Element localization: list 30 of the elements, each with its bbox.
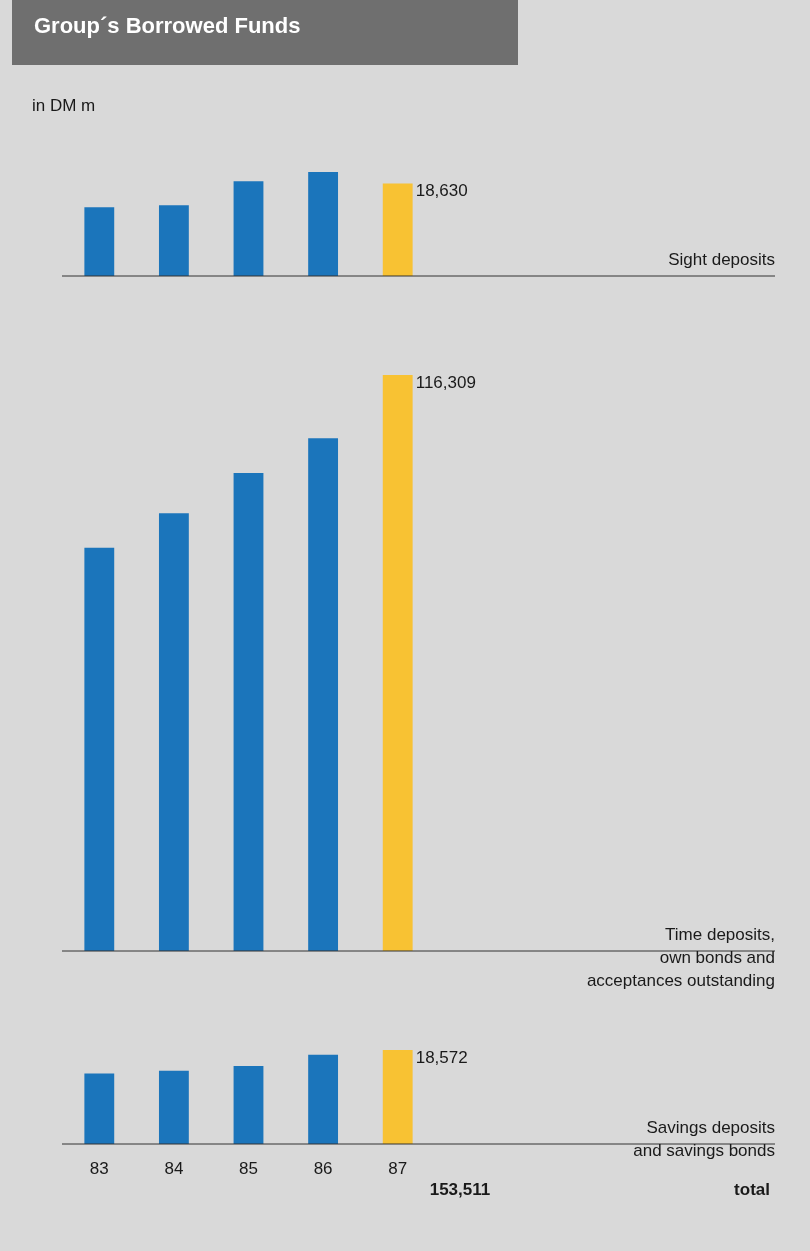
bar bbox=[233, 472, 264, 951]
annotation: 18,630 bbox=[415, 181, 468, 201]
bar bbox=[158, 1070, 189, 1144]
x-tick-label: 87 bbox=[388, 1158, 408, 1178]
chart-title: Group´s Borrowed Funds bbox=[12, 0, 518, 65]
bar bbox=[308, 438, 339, 951]
bar bbox=[158, 513, 189, 951]
bar bbox=[382, 183, 413, 276]
chart-subtitle: in DM m bbox=[32, 96, 96, 116]
text: 153,511 bbox=[429, 1180, 491, 1199]
x-tick-label: 84 bbox=[164, 1158, 184, 1178]
text: total bbox=[734, 1180, 770, 1199]
bar bbox=[84, 1073, 115, 1144]
annotation: 116,309 bbox=[415, 373, 476, 392]
x-tick-label: 85 bbox=[239, 1158, 258, 1178]
text: Sight deposits bbox=[668, 250, 775, 269]
bar bbox=[233, 1065, 264, 1144]
bar bbox=[158, 205, 189, 276]
bar bbox=[84, 547, 115, 951]
bar bbox=[233, 181, 264, 276]
bar bbox=[382, 1050, 413, 1144]
text: Time deposits, own bonds and acceptances outstanding bbox=[586, 925, 775, 990]
bar bbox=[382, 375, 413, 951]
text: Savings deposits and savings bonds bbox=[633, 1118, 775, 1160]
bar bbox=[84, 207, 115, 276]
bar bbox=[308, 172, 339, 276]
annotation: 18,572 bbox=[415, 1048, 468, 1067]
bar bbox=[308, 1054, 339, 1144]
x-tick-label: 86 bbox=[313, 1158, 333, 1178]
x-tick-label: 83 bbox=[89, 1158, 109, 1178]
